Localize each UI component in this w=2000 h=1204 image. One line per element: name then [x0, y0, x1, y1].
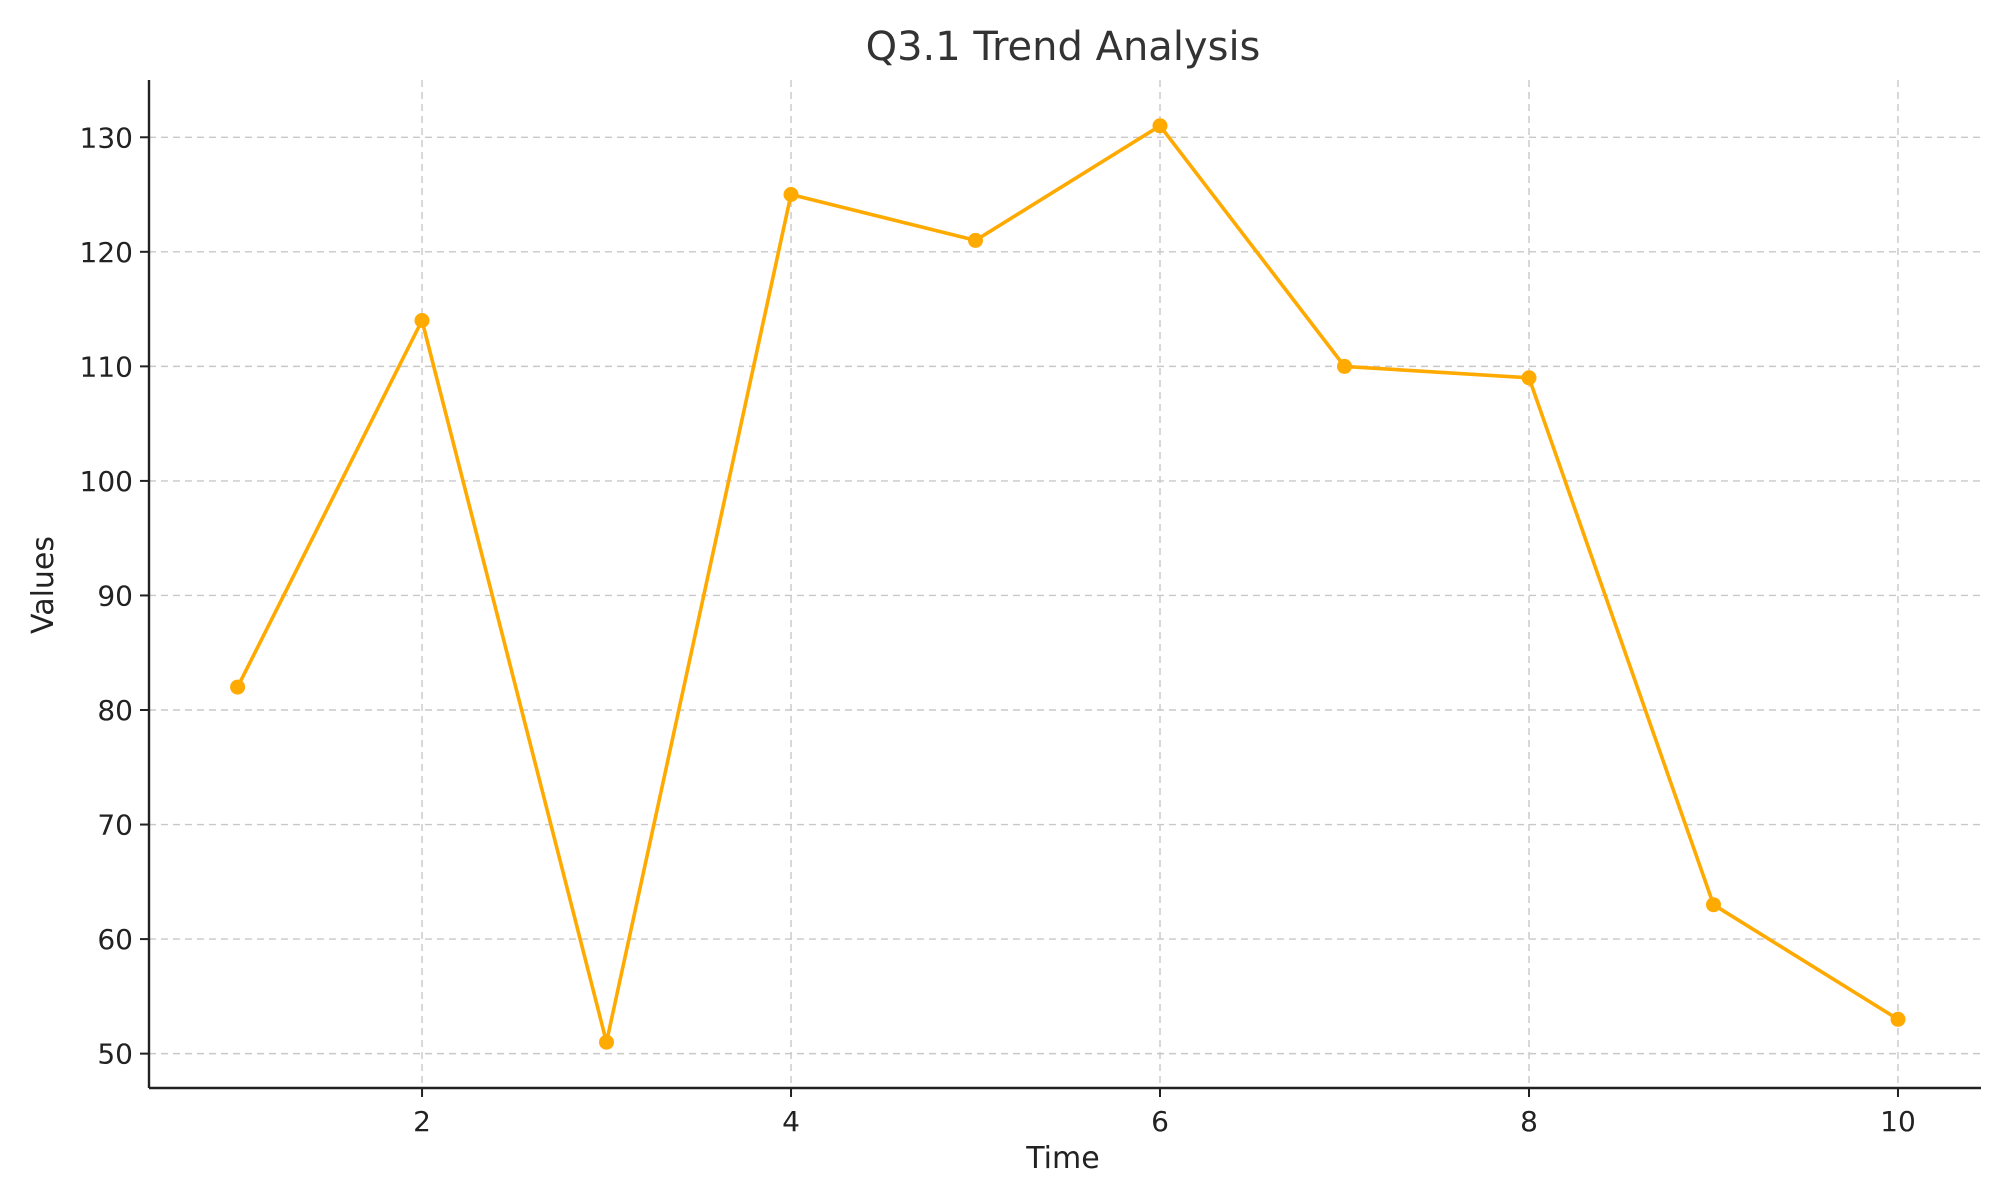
data-point — [230, 679, 246, 695]
grid-lines — [149, 80, 1981, 1088]
x-axis-label: Time — [1025, 1141, 1099, 1176]
data-point — [1337, 358, 1352, 374]
y-tick-label: 80 — [97, 694, 133, 727]
x-tick-label: 10 — [1880, 1105, 1916, 1138]
chart-title: Q3.1 Trend Analysis — [866, 24, 1261, 70]
y-tick-label: 70 — [97, 809, 133, 842]
data-point — [1521, 370, 1537, 386]
y-axis-label: Values — [26, 536, 61, 634]
y-tick-label: 50 — [97, 1038, 133, 1071]
x-tick-label: 6 — [1151, 1105, 1169, 1138]
data-point — [1706, 897, 1721, 913]
y-tick-label: 130 — [80, 121, 133, 154]
x-tick-label: 4 — [782, 1105, 800, 1138]
data-point — [1890, 1011, 1906, 1027]
y-tick-label: 90 — [97, 579, 133, 612]
y-tick-label: 120 — [80, 236, 133, 269]
series-line — [235, 124, 1899, 1044]
x-tick-label: 8 — [1520, 1105, 1538, 1138]
data-point — [1152, 118, 1168, 134]
axes — [140, 80, 1981, 1097]
data-series — [230, 118, 1906, 1050]
tick-labels: 2 4 6 8 10 50 60 70 80 90 100 110 120 130 — [80, 121, 1916, 1138]
data-point — [968, 232, 983, 248]
data-point — [599, 1034, 614, 1050]
x-tick-label: 2 — [413, 1105, 431, 1138]
data-point — [783, 187, 799, 202]
data-point — [414, 313, 430, 328]
y-tick-label: 100 — [80, 465, 133, 498]
y-tick-label: 110 — [80, 350, 133, 383]
y-tick-label: 60 — [97, 923, 133, 956]
